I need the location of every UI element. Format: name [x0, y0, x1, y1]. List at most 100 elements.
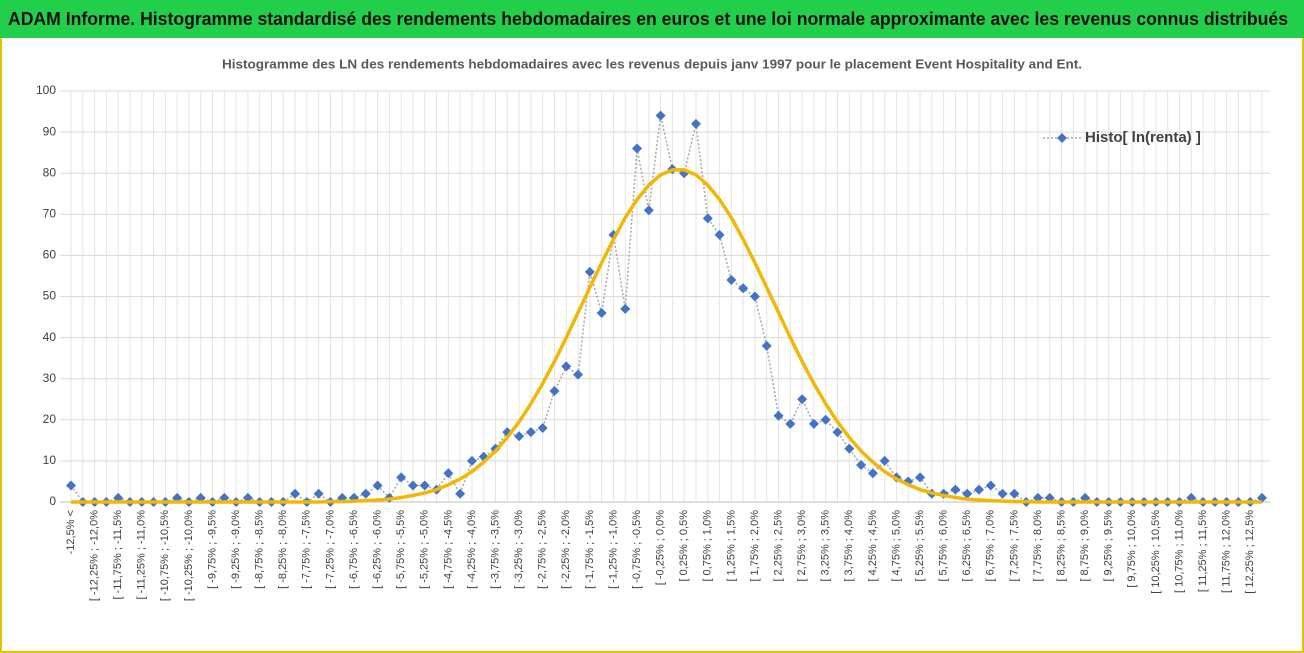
data-point [396, 472, 407, 483]
data-point [844, 443, 855, 454]
x-tick-label: [ -0,75% ; -0,5% [631, 510, 643, 589]
x-tick-label: [ 3,25% ; 3,5% [820, 510, 832, 582]
x-tick-label: [ -7,25% ; -7,0% [324, 510, 336, 589]
data-point [596, 307, 607, 318]
x-tick-label: [ 7,75% ; 8,0% [1032, 510, 1044, 582]
data-point [773, 410, 784, 421]
data-point [973, 484, 984, 495]
x-tick-label: [ 6,75% ; 7,0% [985, 510, 997, 582]
data-point [867, 468, 878, 479]
data-point [714, 229, 725, 240]
x-tick-label: [ -2,75% ; -2,5% [537, 510, 549, 589]
x-tick-label: [ 0,25% ; 0,5% [678, 510, 690, 582]
series-line [71, 168, 1262, 504]
data-point [785, 418, 796, 429]
data-point [549, 386, 560, 397]
x-tick-label: [ 7,25% ; 7,5% [1008, 510, 1020, 582]
data-point [561, 361, 572, 372]
data-point [455, 488, 466, 499]
data-point [620, 303, 631, 314]
data-point [915, 472, 926, 483]
data-point [313, 488, 324, 499]
x-tick-label: [ -6,25% ; -6,0% [372, 510, 384, 589]
x-tick-label: [ -2,25% ; -2,0% [560, 510, 572, 589]
data-point [832, 427, 843, 438]
legend-marker [1057, 133, 1067, 143]
x-tick-label: [ -9,75% ; -9,5% [206, 510, 218, 589]
x-tick-label: [ 9,75% ; 10,0% [1126, 510, 1138, 588]
y-tick-label: 100 [36, 83, 56, 97]
data-point [856, 460, 867, 471]
data-point [443, 468, 454, 479]
x-tick-label: [ -12,25% ; -12,0% [88, 510, 100, 601]
y-tick-label: 20 [43, 412, 57, 426]
x-tick-label: [ -4,25% ; -4,0% [466, 510, 478, 589]
x-tick-label: [ -0,25% ; 0,0% [655, 510, 667, 585]
x-tick-label: [ -8,25% ; -8,0% [277, 510, 289, 589]
data-point [797, 394, 808, 405]
x-tick-label: [ 12,25% ; 12,5% [1244, 510, 1256, 594]
x-tick-label: [ 11,75% ; 12,0% [1221, 510, 1233, 593]
data-point [738, 283, 749, 294]
x-tick-label: [ -7,75% ; -7,5% [301, 510, 313, 589]
data-point [643, 205, 654, 216]
data-point [290, 488, 301, 499]
x-tick-label: [ 8,25% ; 8,5% [1055, 510, 1067, 582]
header-bar [0, 0, 1304, 38]
y-tick-label: 40 [43, 330, 57, 344]
x-tick-label: [ 8,75% ; 9,0% [1079, 510, 1091, 582]
x-tick-label: [ -1,75% ; -1,5% [584, 510, 596, 589]
y-tick-label: 70 [43, 206, 57, 220]
x-tick-label: [ -3,75% ; -3,5% [489, 510, 501, 589]
data-point [419, 480, 430, 491]
data-point [879, 455, 890, 466]
x-tick-label: [ -10,75% ; -10,5% [159, 510, 171, 601]
x-tick-label: [ -10,25% ; -10,0% [183, 510, 195, 601]
data-point [372, 480, 383, 491]
x-tick-label: [ 2,75% ; 3,0% [796, 510, 808, 582]
x-tick-label: [ 1,75% ; 2,0% [749, 510, 761, 582]
data-point [407, 480, 418, 491]
data-point [997, 488, 1008, 499]
x-tick-label: [ 2,25% ; 2,5% [772, 510, 784, 582]
x-tick-label: [ 5,25% ; 5,5% [914, 510, 926, 582]
x-tick-label: [ 10,75% ; 11,0% [1173, 510, 1185, 593]
x-tick-label: [ -8,75% ; -8,5% [254, 510, 266, 589]
x-tick-label: [ 1,25% ; 1,5% [725, 510, 737, 582]
data-point [537, 423, 548, 434]
x-tick-label: [ 5,75% ; 6,0% [938, 510, 950, 582]
legend-label: Histo[ ln(renta) ] [1085, 129, 1201, 146]
x-tick-label: [ 6,25% ; 6,5% [961, 510, 973, 582]
chart-title: Histogramme des LN des rendements hebdom… [222, 56, 1082, 71]
data-point [808, 418, 819, 429]
x-tick-label: [ -11,75% ; -11,5% [112, 510, 124, 600]
x-tick-label: [ 4,75% ; 5,0% [890, 510, 902, 582]
data-point [466, 455, 477, 466]
data-point [584, 266, 595, 277]
data-point [702, 213, 713, 224]
data-point [632, 143, 643, 154]
data-point [655, 110, 666, 121]
x-tick-label: [ -3,25% ; -3,0% [513, 510, 525, 589]
data-point [1009, 488, 1020, 499]
data-point [985, 480, 996, 491]
data-point [514, 431, 525, 442]
x-tick-label: [ -6,75% ; -6,5% [348, 510, 360, 589]
x-tick-label: [ 4,25% ; 4,5% [867, 510, 879, 582]
data-point [573, 369, 584, 380]
header-title: ADAM Informe. Histogramme standardisé de… [8, 9, 1288, 29]
y-tick-label: 0 [49, 494, 56, 508]
data-point [749, 291, 760, 302]
x-tick-label: [ 0,75% ; 1,0% [702, 510, 714, 582]
y-tick-label: 10 [43, 453, 57, 467]
data-point [360, 488, 371, 499]
x-tick-label: [ -9,25% ; -9,0% [230, 510, 242, 589]
data-point [962, 488, 973, 499]
x-tick-label: [ 10,25% ; 10,5% [1150, 510, 1162, 594]
x-tick-label: [ 3,75% ; 4,0% [843, 510, 855, 582]
y-tick-label: 90 [43, 124, 57, 138]
x-tick-label: [ -11,25% ; -11,0% [136, 510, 148, 600]
x-tick-label: [ 11,25% ; 11,5% [1197, 510, 1209, 592]
